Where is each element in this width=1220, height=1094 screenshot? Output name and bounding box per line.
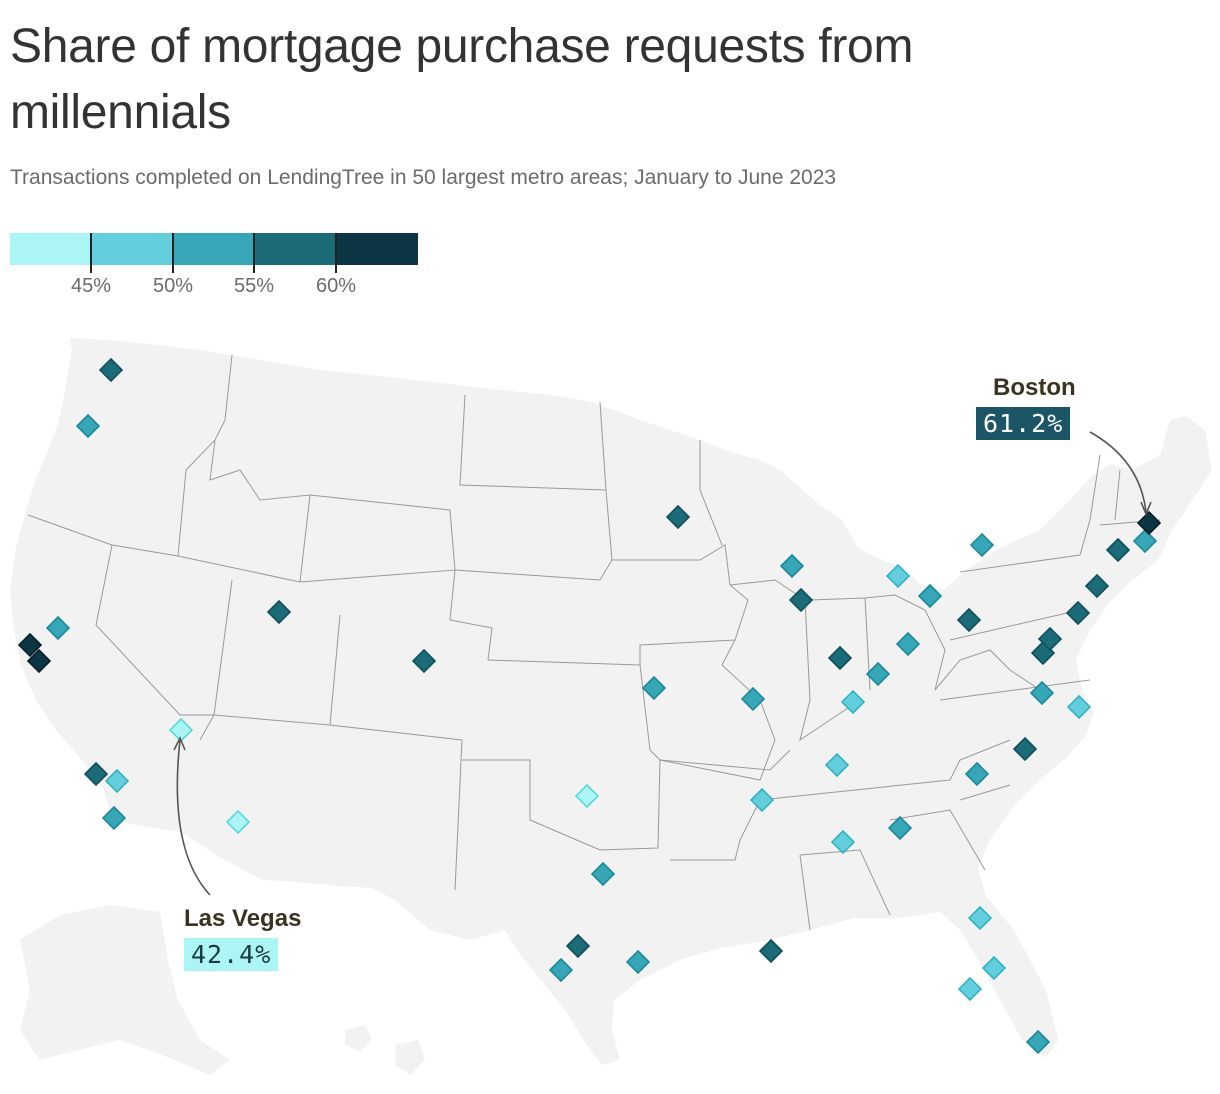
us-land <box>10 338 1212 1075</box>
metro-marker <box>887 815 913 841</box>
metro-marker <box>1012 736 1038 762</box>
las-vegas-arrowhead <box>173 736 186 751</box>
legend-swatch-1 <box>10 233 92 265</box>
metro-marker <box>1066 694 1092 720</box>
legend-label-60: 60% <box>315 275 357 297</box>
boston-arrowhead <box>1140 501 1152 517</box>
metro-marker <box>590 861 616 887</box>
callout-boston-value: 61.2% <box>976 407 1071 440</box>
metro-marker <box>1065 600 1091 626</box>
metro-marker <box>749 787 775 813</box>
metro-marker <box>827 645 853 671</box>
metro-marker <box>1029 680 1055 706</box>
las-vegas-arrow <box>176 739 211 896</box>
metro-marker <box>1132 528 1158 554</box>
metro-marker <box>665 504 691 530</box>
metro-marker <box>26 648 52 674</box>
metro-marker <box>957 976 983 1002</box>
alaska-shape <box>20 905 230 1075</box>
legend-tick-3 <box>253 233 255 273</box>
metro-marker <box>266 599 292 625</box>
metro-marker <box>964 761 990 787</box>
legend-tick-2 <box>172 233 174 273</box>
metro-marker <box>101 805 127 831</box>
metro-marker <box>956 607 982 633</box>
legend-bar <box>10 233 418 265</box>
legend-tick-1 <box>90 233 92 273</box>
us-map <box>10 338 1212 1075</box>
legend-swatch-3 <box>173 233 255 265</box>
metro-marker <box>840 689 866 715</box>
metro-marker <box>104 768 130 794</box>
callout-boston-name: Boston <box>993 374 1076 401</box>
chart-subtitle: Transactions completed on LendingTree in… <box>10 166 837 189</box>
metro-marker <box>885 563 911 589</box>
metro-marker <box>865 661 891 687</box>
legend-swatch-4 <box>254 233 337 265</box>
metro-marker <box>45 615 71 641</box>
metro-marker <box>75 413 101 439</box>
metro-marker <box>565 933 591 959</box>
metro-marker <box>967 905 993 931</box>
metro-marker <box>917 583 943 609</box>
metro-marker <box>895 631 921 657</box>
metro-marker <box>548 957 574 983</box>
callout-arrows <box>173 431 1152 896</box>
metro-marker <box>969 532 995 558</box>
metro-marker <box>824 752 850 778</box>
chart-title: Share of mortgage purchase requests from… <box>10 20 914 139</box>
metro-marker <box>225 809 251 835</box>
state-borders <box>27 354 1161 931</box>
metro-marker <box>98 357 124 383</box>
metro-marker <box>1037 626 1063 652</box>
hawaii-shape <box>345 1025 425 1075</box>
callout-las-vegas-value: 42.4% <box>184 938 279 971</box>
legend-tick-4 <box>335 233 337 273</box>
us-mainland-shape <box>10 338 1212 1065</box>
metro-marker <box>625 949 651 975</box>
metro-marker <box>1025 1029 1051 1055</box>
legend-label-50: 50% <box>152 275 194 297</box>
metro-marker <box>830 829 856 855</box>
legend-swatch-5 <box>336 233 418 265</box>
metro-marker <box>788 587 814 613</box>
metro-marker <box>779 553 805 579</box>
metro-marker <box>981 955 1007 981</box>
legend-label-55: 55% <box>233 275 275 297</box>
legend-swatch-2 <box>91 233 174 265</box>
metro-marker <box>17 632 43 658</box>
metro-marker <box>758 938 784 964</box>
boston-arrow <box>1089 431 1147 513</box>
metro-marker <box>411 648 437 674</box>
color-legend: 45% 50% 55% 60% <box>10 233 420 303</box>
metro-marker <box>83 761 109 787</box>
callout-las-vegas-name: Las Vegas <box>184 905 302 932</box>
legend-label-45: 45% <box>70 275 112 297</box>
metro-marker <box>1084 573 1110 599</box>
metro-marker <box>574 783 600 809</box>
metro-marker <box>1105 537 1131 563</box>
metro-marker <box>641 675 667 701</box>
metro-markers <box>17 357 1162 1055</box>
metro-marker <box>740 686 766 712</box>
metro-marker <box>1136 510 1162 536</box>
